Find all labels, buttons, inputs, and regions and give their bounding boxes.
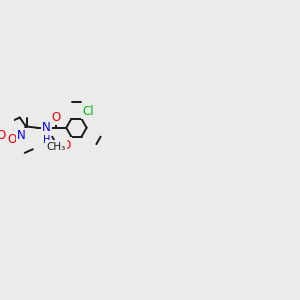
Text: O: O: [0, 129, 6, 142]
Text: CH₃: CH₃: [46, 142, 66, 152]
Text: H: H: [43, 135, 50, 145]
Text: N: N: [17, 129, 26, 142]
Text: O: O: [61, 139, 70, 152]
Text: N: N: [42, 121, 51, 134]
Text: O: O: [51, 111, 61, 124]
Text: O: O: [8, 133, 17, 146]
Text: Cl: Cl: [82, 105, 94, 118]
